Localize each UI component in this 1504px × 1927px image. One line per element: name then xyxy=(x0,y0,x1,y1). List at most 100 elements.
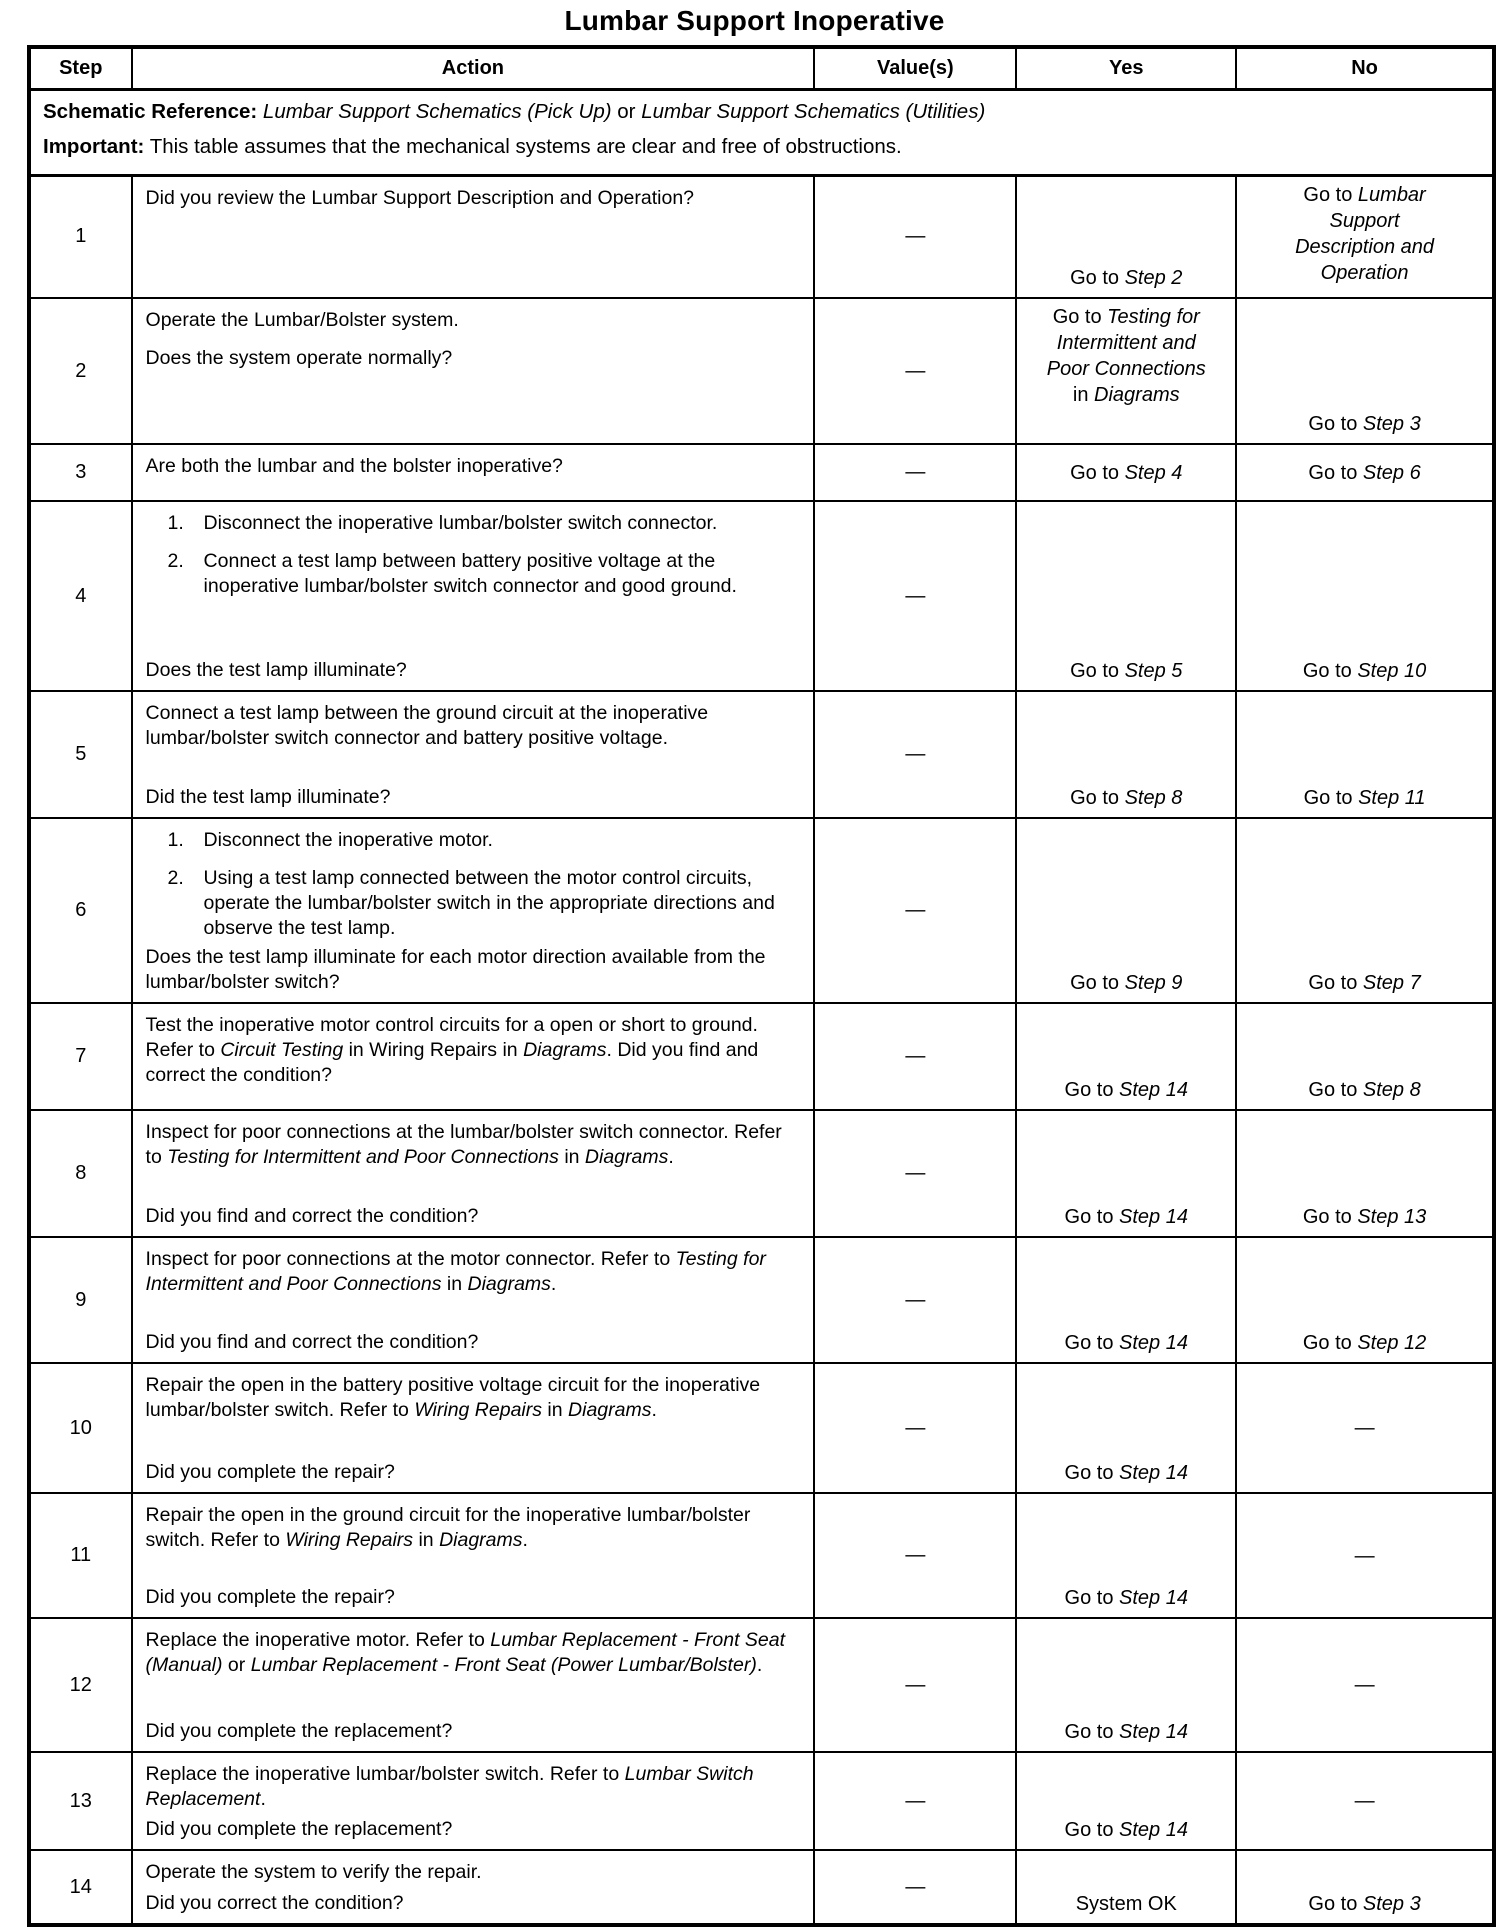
action-text: Did you complete the replacement? xyxy=(145,1818,453,1840)
action-text: Did you complete the replacement? xyxy=(145,1720,453,1742)
table-row: 14 Operate the system to verify the repai… xyxy=(28,1849,1495,1926)
action-cell: Repair the open in the ground circuit fo… xyxy=(130,1492,816,1619)
action-cell: Replace the inoperative motor. Refer to … xyxy=(130,1617,816,1753)
action-text: Are both the lumbar and the bolster inop… xyxy=(145,455,563,477)
important-label: Important: xyxy=(43,134,145,158)
yes-cell-text: Go to Step 8 xyxy=(1070,787,1183,809)
no-cell: — xyxy=(1235,1617,1495,1753)
step-number: 5 xyxy=(28,690,133,819)
action-text: Repair the open in the battery positive … xyxy=(145,1374,761,1421)
value-cell: — xyxy=(813,690,1018,819)
table-row: 7 Test the inoperative motor control circ… xyxy=(28,1002,1495,1111)
no-cell-text: Go to Step 10 xyxy=(1302,660,1427,682)
table-row: 12 Replace the inoperative motor. Refer t… xyxy=(28,1617,1495,1753)
step-number: 12 xyxy=(28,1617,133,1753)
table-row: 10 Repair the open in the battery positiv… xyxy=(28,1362,1495,1494)
yes-cell-text: System OK xyxy=(1075,1893,1177,1915)
action-cell: 1. Disconnect the inoperative motor. 2. Usi… xyxy=(130,817,816,1004)
yes-cell: Go to Step 2 xyxy=(1015,174,1238,299)
action-cell: Operate the system to verify the repair.… xyxy=(130,1849,816,1926)
col-header-values: Value(s) xyxy=(813,46,1018,91)
value-cell: — xyxy=(813,174,1018,299)
step-number: 9 xyxy=(28,1236,133,1364)
no-cell: Go to Step 8 xyxy=(1235,1002,1495,1111)
value-cell: — xyxy=(813,1362,1018,1494)
action-text: Does the test lamp illuminate for each m… xyxy=(145,946,766,993)
step-number: 8 xyxy=(28,1109,133,1238)
action-text: Did you find and correct the condition? xyxy=(145,1331,479,1353)
schematic-reference: Schematic Reference: Lumbar Support Sche… xyxy=(43,100,1482,124)
action-text: Did you complete the repair? xyxy=(145,1586,395,1608)
yes-cell: System OK xyxy=(1015,1849,1238,1926)
action-cell: Are both the lumbar and the bolster inop… xyxy=(130,443,816,502)
no-cell-text: — xyxy=(1354,1790,1375,1812)
table-row: 5 Connect a test lamp between the ground … xyxy=(28,690,1495,819)
value-cell: — xyxy=(813,1109,1018,1238)
no-cell: Go to Step 12 xyxy=(1235,1236,1495,1364)
value-cell: — xyxy=(813,1617,1018,1753)
action-text: Replace the inoperative motor. Refer to … xyxy=(145,1629,786,1676)
important-note: Important: This table assumes that the m… xyxy=(43,135,1482,159)
table-row: 11 Repair the open in the ground circuit … xyxy=(28,1492,1495,1619)
no-cell: — xyxy=(1235,1751,1495,1851)
no-cell-text: Go to Step 7 xyxy=(1308,972,1421,994)
yes-cell-text: Go to Step 14 xyxy=(1064,1332,1188,1354)
no-cell: Go to Step 3 xyxy=(1235,1849,1495,1926)
action-cell: Operate the Lumbar/Bolster system. Does t… xyxy=(130,297,816,445)
no-cell-text: Go to Step 3 xyxy=(1308,1893,1421,1915)
yes-cell-text: Go to Step 14 xyxy=(1064,1721,1188,1743)
yes-cell: Go to Step 5 xyxy=(1015,500,1238,692)
action-text: Inspect for poor connections at the moto… xyxy=(145,1248,766,1295)
no-cell-text: — xyxy=(1354,1544,1375,1567)
value-cell: — xyxy=(813,1492,1018,1619)
action-text: Connect a test lamp between the ground c… xyxy=(145,702,709,749)
value-cell: — xyxy=(813,1849,1018,1926)
no-cell: — xyxy=(1235,1362,1495,1494)
yes-cell-text: Go to Step 14 xyxy=(1064,1819,1188,1841)
no-cell-text: Go to Step 12 xyxy=(1302,1332,1427,1354)
step-number: 2 xyxy=(28,297,133,445)
table-row: 9 Inspect for poor connections at the mot… xyxy=(28,1236,1495,1364)
action-text: Test the inoperative motor control circu… xyxy=(145,1014,759,1086)
table-row: 4 1. Disconnect the inoperative lumbar/bol… xyxy=(28,500,1495,692)
action-text: Replace the inoperative lumbar/bolster s… xyxy=(145,1763,754,1810)
no-cell-text: Go to Step 13 xyxy=(1302,1206,1427,1228)
action-text: Does the test lamp illuminate? xyxy=(145,659,407,681)
yes-cell-text: Go to Testing for Intermittent and Poor … xyxy=(1046,306,1206,406)
no-cell: Go to Step 11 xyxy=(1235,690,1495,819)
yes-cell: Go to Step 4 xyxy=(1015,443,1238,502)
col-header-yes: Yes xyxy=(1015,46,1238,91)
step-number: 13 xyxy=(28,1751,133,1851)
action-cell: Test the inoperative motor control circu… xyxy=(130,1002,816,1111)
action-cell: 1. Disconnect the inoperative lumbar/bols… xyxy=(130,500,816,692)
value-cell: — xyxy=(813,500,1018,692)
yes-cell: Go to Step 14 xyxy=(1015,1362,1238,1494)
table-row: 6 1. Disconnect the inoperative motor. 2. Us… xyxy=(28,817,1495,1004)
schematic-reference-row: Schematic Reference: Lumbar Support Sche… xyxy=(28,88,1495,177)
no-cell: Go to Step 6 xyxy=(1235,443,1495,502)
important-text: This table assumes that the mechanical s… xyxy=(149,134,902,158)
action-cell: Inspect for poor connections at the lumb… xyxy=(130,1109,816,1238)
yes-cell: Go to Step 14 xyxy=(1015,1236,1238,1364)
action-text: Repair the open in the ground circuit fo… xyxy=(145,1504,751,1551)
no-cell: Go to Lumbar Support Description and Ope… xyxy=(1235,174,1495,299)
step-number: 6 xyxy=(28,817,133,1004)
list-number: 1. xyxy=(167,512,184,534)
schematic-ref-pickup: Lumbar Support Schematics (Pick Up) xyxy=(262,99,612,123)
action-text: Did you correct the condition? xyxy=(145,1892,404,1914)
list-number: 2. xyxy=(167,867,184,889)
table-row: 8 Inspect for poor connections at the lum… xyxy=(28,1109,1495,1238)
no-cell-text: Go to Step 8 xyxy=(1308,1079,1421,1101)
step-number: 10 xyxy=(28,1362,133,1494)
no-cell: Go to Step 3 xyxy=(1235,297,1495,445)
schematic-or: or xyxy=(617,99,636,123)
step-number: 1 xyxy=(28,174,133,299)
col-header-action: Action xyxy=(130,46,816,91)
col-header-no: No xyxy=(1235,46,1495,91)
action-cell: Replace the inoperative lumbar/bolster s… xyxy=(130,1751,816,1851)
action-cell: Connect a test lamp between the ground c… xyxy=(130,690,816,819)
action-text: Did the test lamp illuminate? xyxy=(145,786,391,808)
value-cell: — xyxy=(813,817,1018,1004)
yes-cell-text: Go to Step 14 xyxy=(1064,1587,1188,1609)
